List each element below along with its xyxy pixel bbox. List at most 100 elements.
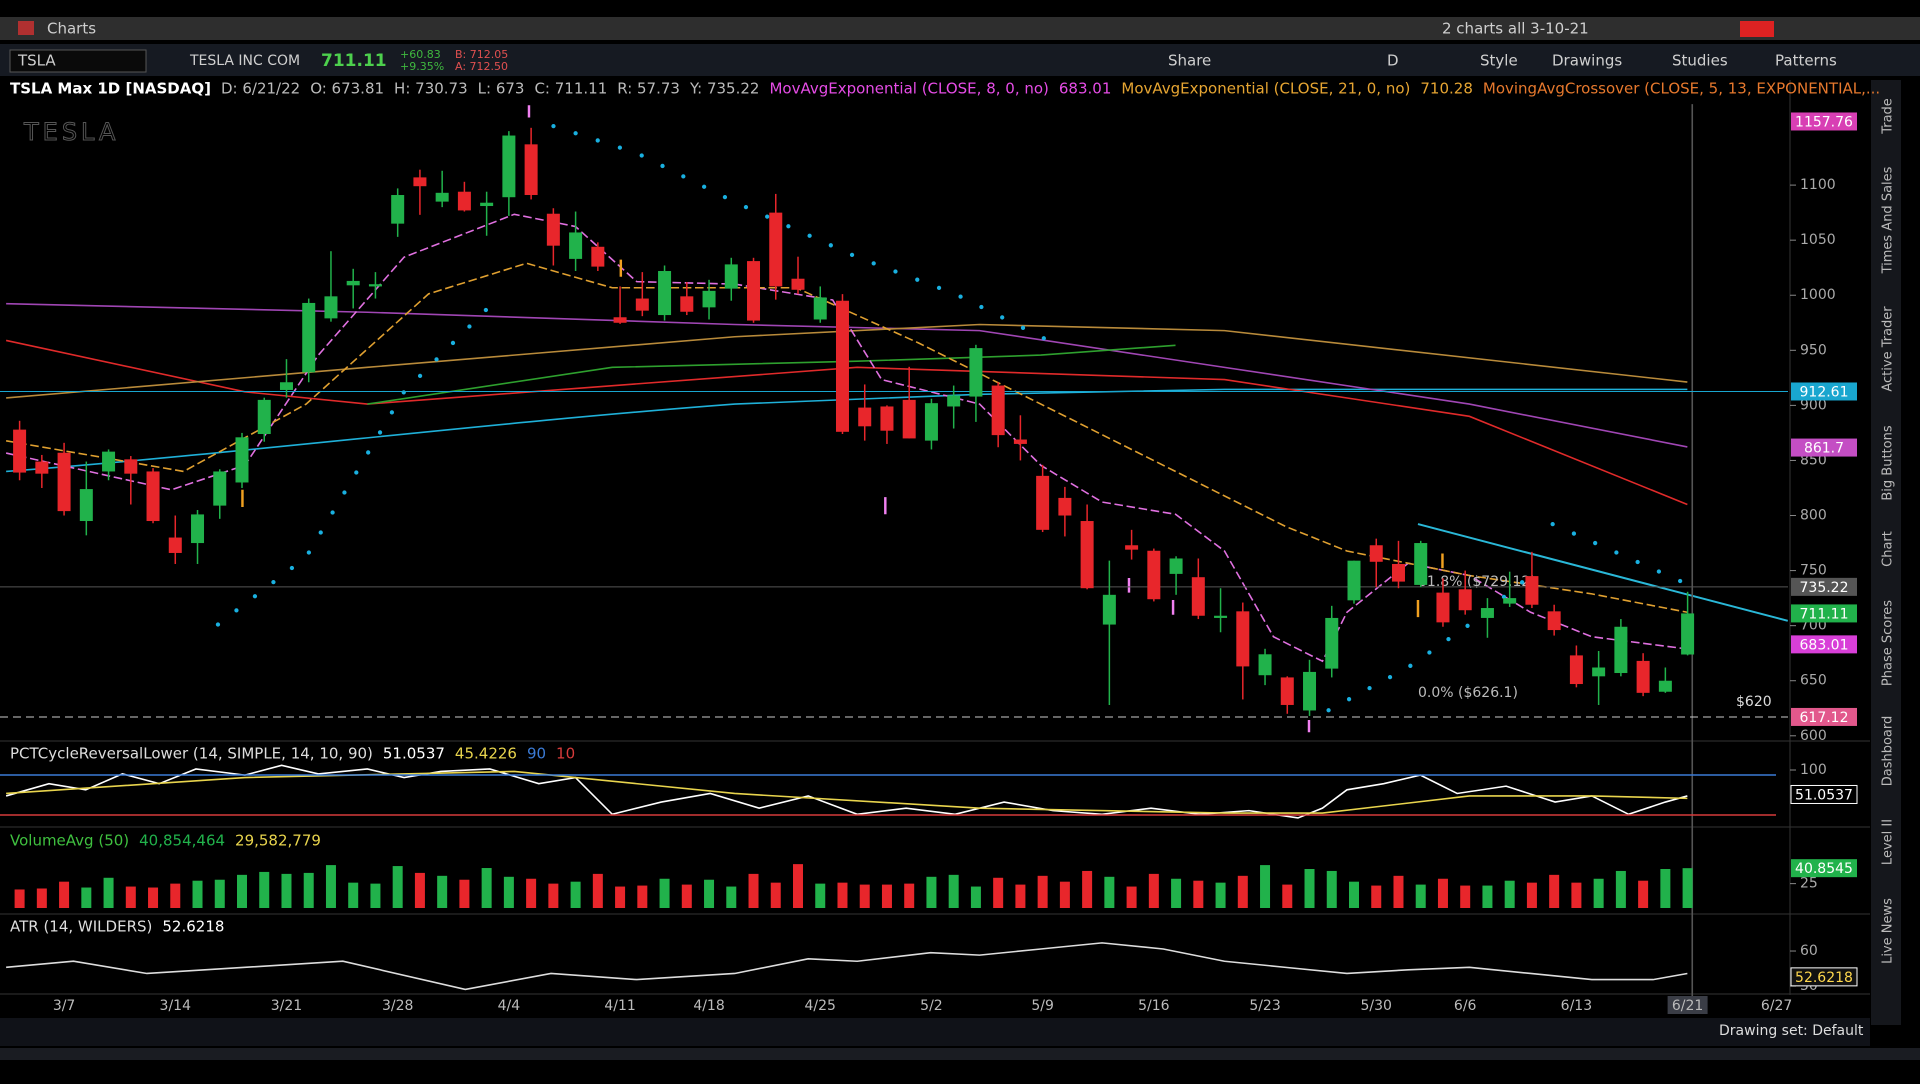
y-tick-label: 100 (1800, 762, 1827, 778)
candle-body (457, 191, 471, 211)
volume-bar (148, 887, 159, 908)
candle-body (35, 461, 49, 474)
volume-bar (1415, 884, 1426, 908)
candle-body (1236, 611, 1250, 667)
candle-body (658, 271, 672, 316)
candle-body (1503, 598, 1517, 604)
candle-body (724, 264, 738, 289)
side-tab[interactable]: Trade (1881, 98, 1896, 135)
candle-body (1214, 615, 1228, 618)
volume-bar (1082, 870, 1093, 908)
x-tick-label: 3/7 (53, 998, 76, 1014)
price-badge (1791, 604, 1857, 623)
volume-bar (370, 883, 381, 908)
candle-body (368, 284, 382, 287)
volume-bar (1526, 882, 1537, 908)
x-tick-label: 6/13 (1561, 998, 1592, 1014)
volume-bar (1482, 885, 1493, 908)
x-tick-label: 6/6 (1454, 998, 1477, 1014)
side-tab[interactable]: Active Trader (1881, 306, 1896, 392)
drawing-set[interactable]: Drawing set: Default (1719, 1023, 1864, 1039)
volume-bar (1349, 881, 1359, 908)
candle-body (702, 290, 716, 308)
volume-bar (503, 876, 514, 908)
x-tick-label: 5/30 (1361, 998, 1392, 1014)
x-tick-label: 5/9 (1031, 998, 1054, 1014)
candle-body (279, 382, 293, 390)
volume-bar (1571, 882, 1582, 908)
studies-button[interactable]: Studies (1672, 52, 1728, 70)
candle-body (191, 514, 205, 544)
volume-bar (125, 886, 136, 908)
x-tick-label: 4/11 (604, 998, 635, 1014)
candle-body (1013, 439, 1027, 444)
study-readout: 45.4226 (455, 745, 517, 763)
candle-body (1191, 577, 1205, 616)
aggregation-button[interactable]: D (1387, 52, 1399, 70)
side-tab[interactable]: Phase Scores (1881, 600, 1896, 686)
volume-bar (726, 886, 737, 908)
side-tab[interactable]: Live News (1881, 898, 1896, 964)
price-badge-label: 1157.76 (1795, 114, 1853, 130)
candle-body (168, 537, 182, 553)
ema-line (5, 213, 1688, 663)
y-tick-label: 25 (1800, 876, 1818, 892)
x-tick-label: 4/4 (498, 998, 521, 1014)
candle-body (613, 317, 627, 323)
patterns-button[interactable]: Patterns (1775, 52, 1837, 70)
y-tick-label: 900 (1800, 397, 1827, 413)
toolbar (0, 44, 1920, 76)
symbol-box[interactable] (9, 49, 147, 73)
side-tab[interactable]: Chart (1881, 531, 1896, 567)
share-button[interactable]: Share (1168, 52, 1211, 70)
candle-body (1547, 611, 1561, 631)
volume-bar (748, 873, 759, 908)
candle-body (858, 407, 872, 427)
study-readout: 90 (527, 745, 546, 763)
net-change: +60.83 (400, 48, 441, 61)
volume-bar (659, 878, 670, 908)
volume-bar (59, 881, 70, 908)
layout-name[interactable]: 2 charts all 3-10-21 (1442, 20, 1589, 38)
symbol[interactable]: TSLA (17, 52, 56, 70)
volume-bar (1104, 876, 1115, 908)
volume-bar (192, 880, 203, 908)
candle-body (969, 348, 983, 397)
study-lines (5, 104, 1789, 1005)
candle-body (435, 192, 449, 202)
drawings-button[interactable]: Drawings (1552, 52, 1622, 70)
fib-label: 0.0% ($626.1) (1418, 685, 1518, 701)
volume-bar (837, 882, 848, 908)
ohlc-readout: H: 730.73 (394, 80, 468, 98)
price-label: $620 (1736, 694, 1772, 710)
volume-bar (1615, 870, 1626, 908)
candle-body (1569, 655, 1583, 685)
candle-body (880, 406, 894, 431)
candle-body (1125, 545, 1139, 550)
pct-change: +9.35% (400, 60, 444, 73)
candle-body (213, 471, 227, 506)
x-tick-label: 3/28 (382, 998, 413, 1014)
candle-body (102, 451, 116, 472)
price-badge-label: 617.12 (1800, 710, 1849, 726)
candle-body (1347, 560, 1361, 601)
side-tab[interactable]: Level II (1881, 819, 1896, 865)
link-color[interactable] (1740, 21, 1774, 37)
candle-body (1525, 576, 1539, 605)
side-tab[interactable]: Dashboard (1881, 716, 1896, 787)
candle-body (1258, 654, 1272, 676)
volume-bar (1237, 875, 1248, 908)
ohlc-readout: D: 6/21/22 (221, 80, 300, 98)
candle-body (902, 399, 916, 439)
volume-bar (1260, 865, 1271, 908)
side-tab[interactable]: Big Buttons (1881, 425, 1896, 500)
style-button[interactable]: Style (1480, 52, 1518, 70)
study-readout: 10 (556, 745, 575, 763)
y-tick-label: 1100 (1800, 177, 1836, 193)
ask: A: 712.50 (455, 60, 508, 73)
candle-body (1614, 626, 1628, 674)
candle-body (1303, 671, 1317, 711)
candle-body (1391, 563, 1405, 582)
side-tab[interactable]: Times And Sales (1881, 166, 1896, 274)
